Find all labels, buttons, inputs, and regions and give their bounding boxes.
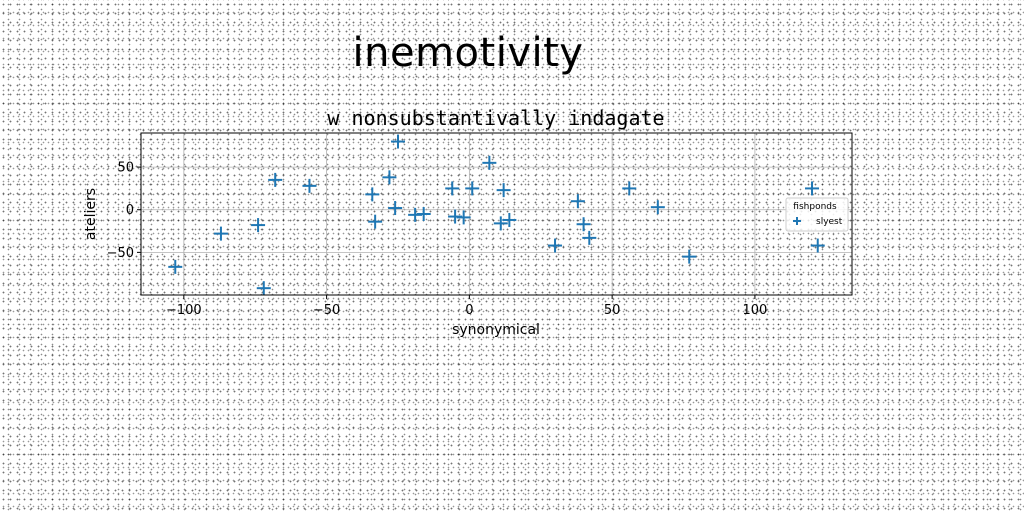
- data-point: [570, 194, 585, 209]
- y-axis-ticks: −50 0 50: [107, 161, 141, 261]
- grid-lines: [141, 133, 852, 295]
- x-tick-label: 100: [743, 303, 768, 318]
- data-point: [682, 249, 697, 264]
- data-points: [168, 134, 825, 296]
- legend: fishponds slyest: [785, 197, 849, 232]
- data-point: [302, 178, 317, 193]
- data-point: [548, 238, 563, 253]
- data-point: [582, 230, 597, 245]
- y-axis-label: ateliers: [83, 188, 99, 240]
- x-tick-label: −100: [166, 303, 202, 318]
- data-point: [650, 200, 665, 215]
- y-tick-label: −50: [107, 246, 134, 261]
- data-point: [456, 210, 471, 225]
- data-point: [445, 181, 460, 196]
- data-point: [251, 218, 266, 233]
- x-axis-ticks: −100 −50 0 50 100: [166, 295, 767, 318]
- legend-entry-slyest: slyest: [816, 217, 843, 227]
- data-point: [416, 207, 431, 221]
- data-point: [622, 181, 637, 196]
- data-point: [382, 170, 397, 185]
- data-point: [493, 216, 508, 231]
- data-point: [805, 181, 820, 196]
- data-point: [268, 172, 283, 187]
- data-point: [496, 183, 511, 198]
- legend-box: [785, 197, 849, 232]
- x-tick-label: 0: [465, 303, 473, 318]
- data-point: [810, 238, 825, 253]
- data-point: [576, 217, 591, 232]
- data-point: [256, 281, 271, 296]
- x-axis-label: synonymical: [452, 322, 540, 338]
- x-tick-label: 50: [604, 303, 621, 318]
- data-point: [390, 134, 405, 149]
- chart-title: w nonsubstantivally indagate: [327, 106, 664, 130]
- legend-marker: [793, 217, 801, 225]
- data-point: [482, 155, 497, 170]
- x-tick-label: −50: [313, 303, 340, 318]
- data-point: [388, 201, 403, 216]
- y-tick-label: 50: [117, 161, 134, 176]
- data-point: [368, 214, 383, 229]
- figure-title: inemotivity: [352, 30, 584, 76]
- data-point: [465, 181, 480, 196]
- y-tick-label: 0: [126, 203, 134, 218]
- data-point: [365, 187, 380, 202]
- data-point: [502, 212, 517, 227]
- plot-frame: [140, 132, 853, 296]
- legend-title: fishponds: [793, 202, 837, 212]
- data-point: [213, 226, 228, 241]
- data-point: [168, 259, 183, 274]
